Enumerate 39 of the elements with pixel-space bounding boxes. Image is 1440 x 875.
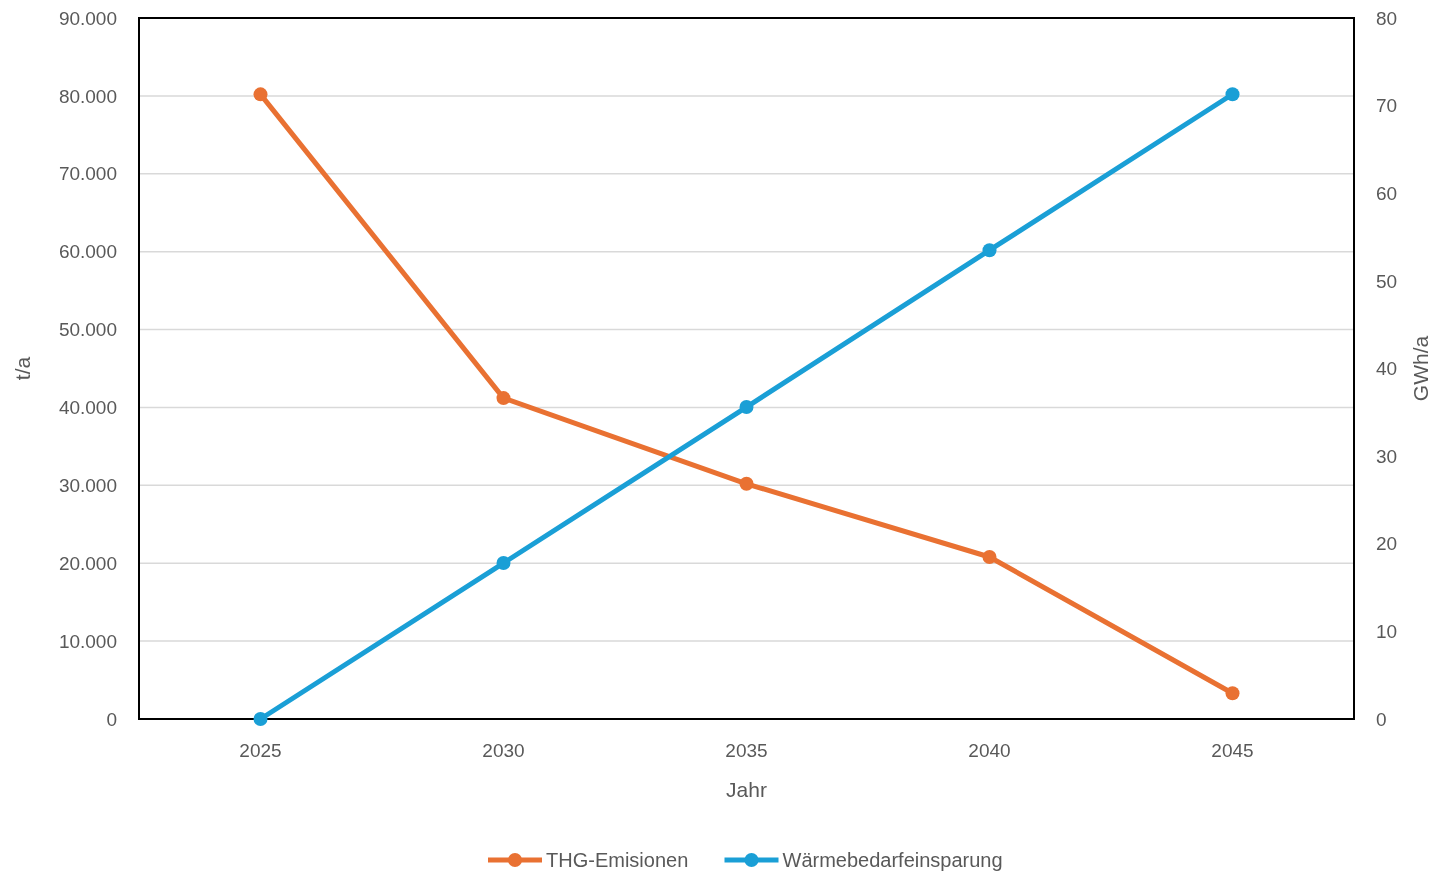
y-tick-label: 40.000 <box>58 397 117 419</box>
y2-tick-label: 10 <box>1376 621 1398 643</box>
x-tick-label: 2045 <box>1211 740 1254 761</box>
y2-tick-label: 30 <box>1376 445 1398 467</box>
point <box>982 243 997 258</box>
legend-label: THG-Emisionen <box>546 849 689 871</box>
point <box>253 712 268 726</box>
y-axis-title: t/a <box>11 356 34 381</box>
y-tick-label: 20.000 <box>58 552 117 574</box>
x-tick-label: 2035 <box>725 740 768 761</box>
point <box>1225 87 1240 102</box>
x-axis-title: Jahr <box>726 778 767 801</box>
y-tick-label: 10.000 <box>58 630 117 652</box>
y2-axis-title: GWh/a <box>1409 335 1432 402</box>
point <box>496 391 511 406</box>
y2-tick-label: 50 <box>1376 270 1398 292</box>
point <box>1225 686 1240 701</box>
point <box>253 87 268 102</box>
point <box>982 549 997 564</box>
x-tick-label: 2030 <box>482 740 525 761</box>
y2-tick-label: 80 <box>1376 7 1398 29</box>
point <box>739 400 754 415</box>
y-tick-label: 60.000 <box>58 241 117 263</box>
y2-tick-label: 40 <box>1376 358 1398 380</box>
legend-label: Wärmebedarfeinsparung <box>782 849 1003 871</box>
y-tick-label: 80.000 <box>58 85 117 107</box>
point <box>496 556 511 571</box>
y-tick-label: 50.000 <box>58 319 117 341</box>
y2-tick-label: 60 <box>1376 182 1398 204</box>
x-tick-label: 2025 <box>239 740 282 761</box>
y-tick-label: 90.000 <box>58 7 117 29</box>
y-tick-label: 0 <box>106 708 117 730</box>
y-tick-label: 70.000 <box>58 163 117 185</box>
x-tick-label: 2040 <box>968 740 1011 761</box>
y2-tick-label: 0 <box>1376 708 1387 730</box>
point <box>739 476 754 491</box>
y-tick-label: 30.000 <box>58 474 117 496</box>
y2-tick-label: 20 <box>1376 533 1398 555</box>
y2-tick-label: 70 <box>1376 95 1398 117</box>
